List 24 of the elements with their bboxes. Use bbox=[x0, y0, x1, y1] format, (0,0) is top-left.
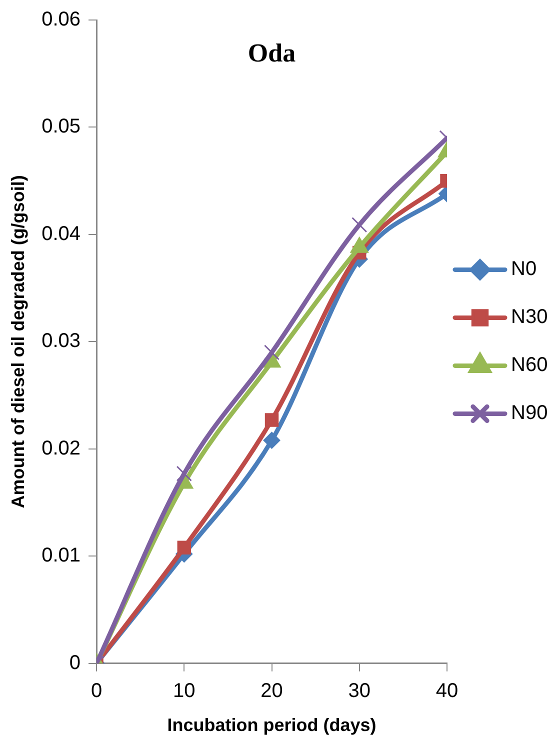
x-axis-title: Incubation period (days) bbox=[167, 715, 376, 736]
y-tick-label: 0.04 bbox=[42, 222, 81, 245]
y-tick-label: 0.03 bbox=[42, 330, 81, 352]
legend-label: N30 bbox=[511, 306, 548, 328]
y-tick-label: 0.02 bbox=[42, 437, 81, 460]
text: Oda bbox=[248, 38, 296, 68]
y-tick-label: 0 bbox=[69, 652, 81, 674]
y-axis-title: Amount of diesel oil degraded (g/gsoil) bbox=[8, 175, 28, 508]
y-tick-label: 0.06 bbox=[42, 8, 81, 31]
y-tick-label: 0.05 bbox=[42, 116, 81, 138]
x-tick-label: 0 bbox=[90, 680, 102, 702]
y-tick-label: 0.01 bbox=[42, 544, 81, 567]
point bbox=[177, 540, 192, 554]
point bbox=[264, 344, 280, 360]
point bbox=[263, 432, 280, 449]
x-tick-label: 20 bbox=[260, 680, 283, 702]
legend-label: N60 bbox=[511, 354, 548, 376]
legend-label: N90 bbox=[511, 402, 548, 424]
point bbox=[264, 413, 279, 427]
point bbox=[176, 466, 192, 482]
x-tick-label: 30 bbox=[348, 680, 371, 702]
x-tick-label: 40 bbox=[436, 680, 458, 702]
legend-label: N0 bbox=[511, 258, 537, 280]
x-tick-label: 10 bbox=[173, 680, 196, 702]
